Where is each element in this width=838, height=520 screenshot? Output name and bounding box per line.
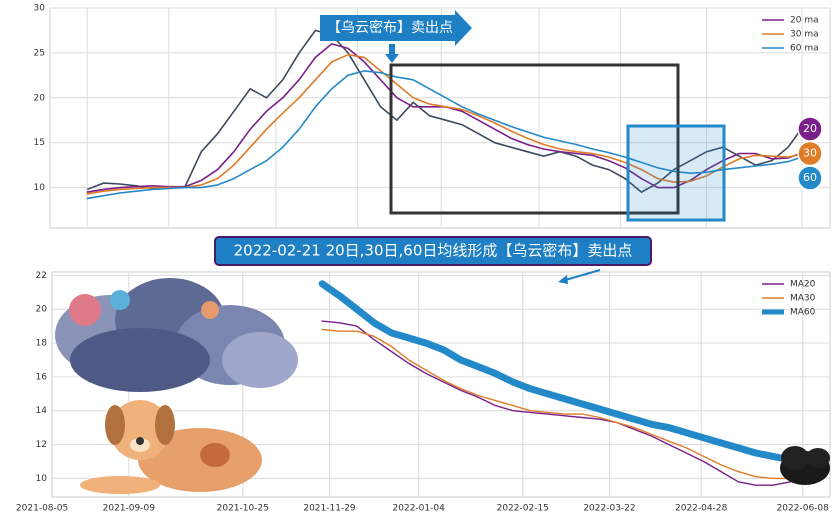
legend-label: 60 ma [790,44,819,54]
y-tick-label: 14 [36,406,48,416]
legend-label: 30 ma [790,30,819,40]
ma-line [318,280,812,465]
ma-line [321,320,809,486]
ma-line [321,328,809,480]
y-tick-label: 16 [36,372,48,382]
banner [214,236,652,266]
annotation-arrow [320,10,472,46]
y-tick-label: 10 [36,474,48,484]
price-line [87,29,806,194]
end-label-badge [797,165,823,191]
y-tick-label: 10 [34,183,46,193]
y-tick-label: 30 [34,4,46,14]
legend-label: MA30 [790,294,816,304]
x-tick-label: 2021-08-05 [16,504,68,514]
y-tick-label: 20 [34,93,46,103]
x-tick-label: 2021-11-29 [303,504,356,514]
ma-line [86,53,806,195]
storm-cloud [780,446,830,485]
ma-line [86,70,806,200]
annotation: 【乌云密布】卖出点 [327,19,453,36]
y-tick-label: 18 [36,339,48,349]
legend-label: MA20 [790,280,816,290]
end-label: 20 [803,122,817,135]
legend-label: MA60 [790,308,816,318]
layer: 【乌云密布】卖出点 2022-02-21 20日,30日,60日均线形成【乌云密… [55,10,830,494]
arrow-head [558,275,568,284]
y-tick-label: 15 [34,138,45,148]
legend-label: 20 ma [790,16,819,26]
y-tick-label: 12 [36,440,47,450]
end-label: 60 [803,171,817,184]
x-tick-label: 2022-02-15 [497,504,549,514]
arrow [385,44,399,63]
y-tick-label: 22 [36,271,47,281]
end-label: 30 [803,147,817,160]
y-tick-label: 25 [34,48,45,58]
x-tick-label: 2021-09-09 [103,504,156,514]
x-tick-label: 2022-01-04 [393,504,446,514]
x-tick-label: 2022-03-22 [583,504,635,514]
highlight-box [389,63,680,215]
cloud-illustration [55,278,298,392]
arrow [561,269,601,282]
x-tick-label: 2022-06-08 [777,504,830,514]
y-tick-label: 20 [36,305,48,315]
x-tick-label: 2021-10-25 [217,504,269,514]
dog-illustration [80,400,262,494]
x-tick-label: 2022-04-28 [675,504,728,514]
banner-text: 2022-02-21 20日,30日,60日均线形成【乌云密布】卖出点 [234,242,633,260]
highlight-box [626,124,726,222]
layer [86,29,812,486]
